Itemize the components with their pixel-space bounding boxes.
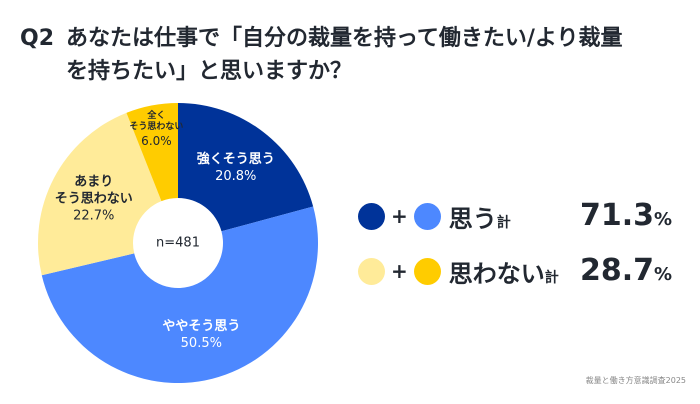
pie-slice: [38, 112, 162, 276]
pie-slice: [178, 103, 314, 232]
plus-sign: +: [391, 259, 408, 283]
slice-label: 全く そう思わない 6.0%: [129, 111, 183, 149]
slice-value: 50.5%: [180, 336, 222, 352]
slice-value: 22.7%: [73, 208, 115, 224]
slice-label: あまり そう思わない 22.7%: [55, 174, 133, 225]
question-text: あなたは仕事で「自分の裁量を持って働きたい/より裁量を持ちたい」と思いますか？: [66, 26, 623, 84]
plus-sign: +: [391, 204, 408, 228]
chart-title: Q2 あなたは仕事で「自分の裁量を持って働きたい/より裁量を持ちたい」と思います…: [20, 22, 626, 88]
summary-label: 思う: [448, 204, 497, 233]
summary-row-agree: + 思う計: [358, 201, 511, 233]
pie-slice: [126, 103, 178, 202]
slice-category: ややそう思う: [162, 319, 241, 335]
slice-value: 6.0%: [141, 134, 172, 149]
slice-label: 強くそう思う 20.8%: [197, 151, 275, 185]
yellow-dot: [413, 257, 441, 285]
summary-suffix: 計: [544, 269, 559, 286]
sample-size-label: n=481: [156, 235, 200, 251]
slice-label: ややそう思う 50.5%: [162, 318, 240, 352]
summary-suffix: 計: [496, 214, 511, 231]
source-note: 裁量と働き方意識調査2025: [585, 376, 686, 385]
light-yellow-dot: [358, 257, 385, 285]
slice-category: 全く そう思わない: [129, 111, 184, 133]
summary-value-agree: 71.3%: [580, 198, 673, 233]
light-blue-dot: [413, 202, 441, 230]
question-number: Q2: [20, 26, 55, 51]
pie-slice: [41, 206, 319, 384]
dark-blue-dot: [358, 202, 385, 230]
summary-label: 思わない: [448, 259, 545, 288]
slice-category: 強くそう思う: [196, 151, 275, 167]
slice-value: 20.8%: [215, 168, 257, 184]
summary-value-disagree: 28.7%: [580, 253, 673, 288]
summary-row-disagree: + 思わない計: [358, 256, 559, 288]
slice-category: あまり そう思わない: [54, 174, 133, 207]
